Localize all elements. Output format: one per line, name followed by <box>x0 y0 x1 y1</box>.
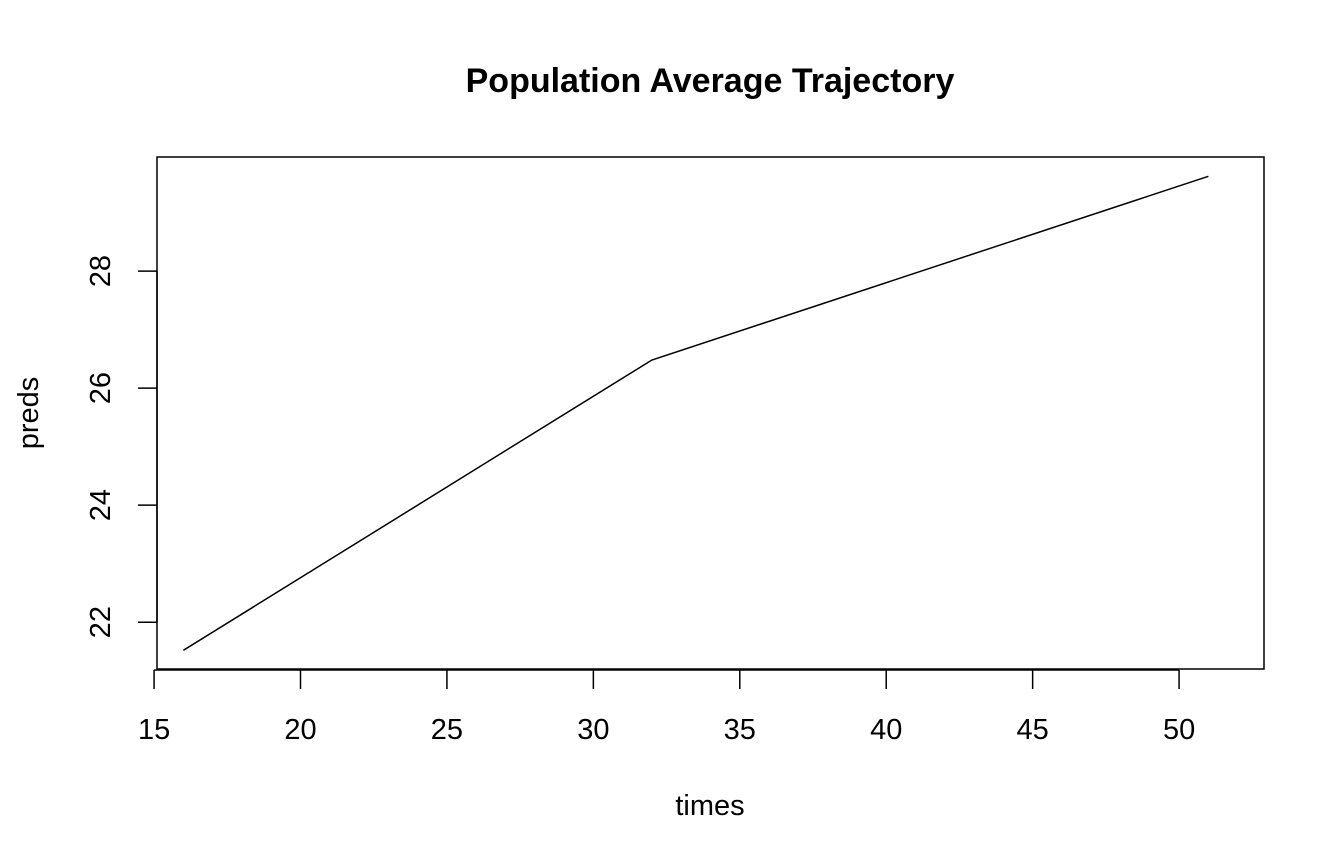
y-tick-label-0: 22 <box>85 606 117 638</box>
y-tick-label-1: 24 <box>85 489 117 521</box>
x-tick-label-5: 40 <box>870 714 902 746</box>
y-axis-label: preds <box>13 377 45 450</box>
y-tick-label-3: 28 <box>85 255 117 287</box>
x-tick-label-2: 25 <box>431 714 463 746</box>
chart-title: Population Average Trajectory <box>466 62 955 100</box>
series-line <box>183 175 1209 651</box>
x-axis: 15 20 25 30 35 40 45 50 <box>138 669 1195 746</box>
x-tick-label-7: 50 <box>1163 714 1195 746</box>
x-tick-label-0: 15 <box>138 714 170 746</box>
y-tick-label-2: 26 <box>85 372 117 404</box>
x-tick-label-6: 45 <box>1017 714 1049 746</box>
x-tick-label-1: 20 <box>284 714 316 746</box>
x-axis-label: times <box>675 790 744 822</box>
x-tick-label-4: 35 <box>724 714 756 746</box>
plot-area-frame <box>156 156 1265 670</box>
x-tick-label-3: 30 <box>577 714 609 746</box>
y-axis: 22 24 26 28 <box>85 255 158 638</box>
